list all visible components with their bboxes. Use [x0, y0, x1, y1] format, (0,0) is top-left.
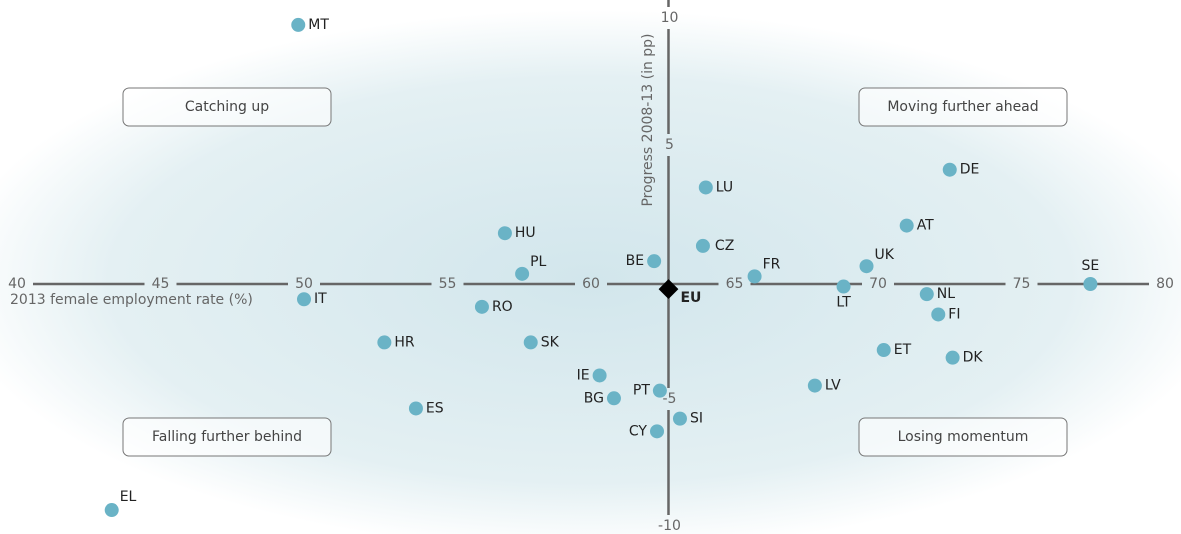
quadrant-box	[122, 417, 332, 457]
point	[658, 279, 679, 299]
point	[647, 254, 662, 269]
point-label: LT	[836, 295, 851, 311]
point	[1083, 277, 1098, 291]
point-label: ET	[894, 342, 912, 358]
point-label: RO	[492, 299, 513, 315]
point	[474, 299, 489, 314]
point-label: AT	[917, 218, 934, 234]
point	[523, 335, 538, 350]
y-axis-title: Progress 2008-13 (in pp)	[640, 33, 656, 206]
point	[807, 378, 822, 393]
point-label: PL	[530, 254, 546, 270]
quadrant-label: Losing momentum	[898, 429, 1029, 445]
point-label: IT	[314, 291, 327, 307]
x-tick-label: 45	[152, 276, 170, 292]
point-label: LV	[825, 378, 841, 394]
point-label: HR	[394, 334, 415, 350]
point-label: HU	[515, 225, 536, 241]
quadrant-box	[858, 87, 1068, 127]
point	[297, 292, 311, 307]
x-tick-label: 50	[295, 276, 313, 292]
point	[377, 335, 392, 350]
quadrant-label: Catching up	[185, 99, 269, 115]
point	[945, 350, 960, 365]
point-label: EL	[120, 489, 137, 505]
point-label: ES	[426, 400, 444, 416]
point	[859, 259, 874, 274]
point	[899, 218, 914, 233]
x-tick-label: 60	[582, 276, 600, 292]
x-tick-label: 75	[1013, 276, 1031, 292]
point-label: NL	[937, 286, 955, 302]
point	[836, 279, 851, 294]
point-label: FI	[948, 306, 960, 322]
point-label: UK	[875, 247, 895, 263]
point-label: IE	[577, 367, 590, 383]
quadrant-box	[858, 417, 1068, 457]
point-label: DE	[960, 162, 980, 178]
point-label: DK	[963, 350, 984, 366]
point	[515, 266, 530, 281]
y-tick-label: 5	[665, 137, 674, 153]
point	[695, 238, 710, 253]
point-label: LU	[716, 179, 733, 195]
y-tick-label: -10	[658, 518, 681, 534]
x-tick-label: 40	[8, 276, 26, 292]
point-label: SE	[1082, 258, 1100, 274]
quadrant-label: Falling further behind	[152, 429, 302, 445]
point-label: PT	[633, 383, 650, 399]
y-tick-label: -5	[663, 391, 677, 407]
x-tick-label: 55	[439, 276, 457, 292]
point	[652, 383, 667, 398]
point	[592, 368, 607, 383]
point-label: MT	[308, 17, 329, 33]
y-tick-label: 10	[661, 10, 679, 26]
point	[650, 424, 665, 439]
x-tick-label: 70	[869, 276, 887, 292]
x-axis-title: 2013 female employment rate (%)	[10, 292, 253, 308]
point	[942, 162, 957, 177]
point-label: CY	[629, 423, 648, 439]
background-glow	[0, 10, 1181, 534]
x-tick-label: 65	[726, 276, 744, 292]
point-label: SI	[690, 411, 703, 427]
point	[672, 411, 687, 426]
point-label: SK	[541, 334, 560, 350]
point	[931, 307, 946, 322]
point	[876, 343, 891, 358]
quadrant-box	[122, 87, 332, 127]
x-tick-label: 80	[1156, 276, 1174, 292]
point	[291, 17, 306, 32]
point	[698, 180, 713, 195]
point	[747, 269, 762, 284]
point-label: CZ	[715, 238, 734, 254]
point	[497, 226, 512, 241]
point	[606, 391, 621, 406]
point	[408, 401, 423, 416]
point-label: BE	[626, 253, 644, 269]
point-label: FR	[763, 256, 781, 272]
point-label: EU	[680, 290, 701, 306]
point-label: BG	[584, 390, 604, 406]
point	[919, 287, 934, 302]
quadrant-label: Moving further ahead	[887, 99, 1038, 115]
point	[104, 503, 119, 518]
